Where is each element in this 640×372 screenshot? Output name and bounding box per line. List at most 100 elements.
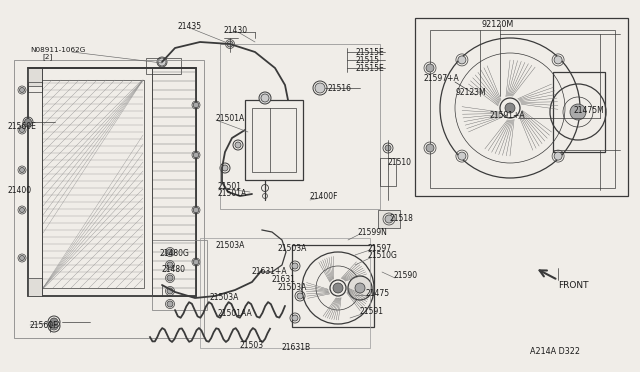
Circle shape <box>222 165 228 171</box>
Bar <box>292 245 374 327</box>
Circle shape <box>193 259 199 265</box>
Circle shape <box>50 318 58 326</box>
Bar <box>252 108 296 172</box>
Circle shape <box>570 104 586 120</box>
Text: 21400F: 21400F <box>310 192 339 201</box>
Text: 21560E: 21560E <box>8 122 37 131</box>
Circle shape <box>333 283 343 293</box>
Text: 21590: 21590 <box>393 270 417 279</box>
Circle shape <box>235 142 241 148</box>
Circle shape <box>458 56 466 64</box>
Bar <box>245 100 303 180</box>
Circle shape <box>167 249 173 255</box>
Circle shape <box>292 263 298 269</box>
Text: 21430: 21430 <box>224 26 248 35</box>
Text: 21503A: 21503A <box>278 283 307 292</box>
Bar <box>430 30 615 188</box>
Circle shape <box>227 41 233 47</box>
Text: 21597+A: 21597+A <box>424 74 460 83</box>
Bar <box>28 68 42 86</box>
Bar <box>146 58 181 74</box>
Circle shape <box>259 92 271 104</box>
Bar <box>200 238 370 348</box>
Text: 21560F: 21560F <box>30 321 58 330</box>
Circle shape <box>297 293 303 299</box>
Circle shape <box>19 128 24 132</box>
Circle shape <box>385 145 391 151</box>
Text: 21631+A: 21631+A <box>252 267 287 276</box>
Text: 21518: 21518 <box>390 214 414 222</box>
Text: 21400: 21400 <box>8 186 32 195</box>
Circle shape <box>426 144 434 152</box>
Text: 21503A: 21503A <box>278 244 307 253</box>
Text: 21501AA: 21501AA <box>218 310 253 318</box>
Circle shape <box>385 215 393 223</box>
Circle shape <box>315 83 325 93</box>
Circle shape <box>193 152 199 158</box>
Bar <box>220 44 380 209</box>
Text: 21510: 21510 <box>388 157 412 167</box>
Text: A214A D322: A214A D322 <box>530 347 580 356</box>
Bar <box>42 80 144 288</box>
Text: 21435: 21435 <box>178 22 202 31</box>
Circle shape <box>24 119 31 125</box>
Text: 21516: 21516 <box>328 83 352 93</box>
Circle shape <box>458 152 466 160</box>
Text: 21475M: 21475M <box>573 106 604 115</box>
Text: 21503A: 21503A <box>215 241 244 250</box>
Bar <box>28 68 196 296</box>
Text: 21510G: 21510G <box>368 251 398 260</box>
Text: 21475: 21475 <box>366 289 390 298</box>
Text: 21480: 21480 <box>162 266 186 275</box>
Circle shape <box>19 208 24 212</box>
Text: 21503A: 21503A <box>210 294 239 302</box>
Text: 21597: 21597 <box>368 244 392 253</box>
Circle shape <box>355 283 365 293</box>
Circle shape <box>19 167 24 173</box>
Circle shape <box>19 256 24 260</box>
Circle shape <box>505 103 515 113</box>
Circle shape <box>167 288 173 294</box>
Text: 92123M: 92123M <box>456 87 486 96</box>
Text: N08911-1062G: N08911-1062G <box>30 47 85 53</box>
Circle shape <box>193 207 199 213</box>
Text: 21591+A: 21591+A <box>490 110 525 119</box>
Text: 21631B: 21631B <box>282 343 311 352</box>
Text: 21501A: 21501A <box>215 113 244 122</box>
Circle shape <box>50 322 58 330</box>
Text: 21501A: 21501A <box>218 189 247 198</box>
Bar <box>152 68 196 296</box>
Bar <box>152 240 207 310</box>
Text: FRONT: FRONT <box>558 280 589 289</box>
Circle shape <box>554 152 562 160</box>
Circle shape <box>167 262 173 268</box>
Circle shape <box>426 64 434 72</box>
Text: 21631: 21631 <box>272 276 296 285</box>
Circle shape <box>554 56 562 64</box>
Bar <box>415 18 628 196</box>
Circle shape <box>19 87 24 93</box>
Circle shape <box>348 276 372 300</box>
Bar <box>553 72 605 152</box>
Text: 21503: 21503 <box>240 340 264 350</box>
Bar <box>28 278 42 296</box>
Circle shape <box>261 94 269 102</box>
Bar <box>14 60 204 338</box>
Circle shape <box>193 102 199 108</box>
Text: 21501: 21501 <box>218 182 242 190</box>
Circle shape <box>167 275 173 281</box>
Text: 21515E: 21515E <box>355 48 384 57</box>
Text: [2]: [2] <box>42 54 52 60</box>
Text: 21480G: 21480G <box>160 250 190 259</box>
Circle shape <box>292 315 298 321</box>
Bar <box>28 82 42 92</box>
Circle shape <box>158 58 166 66</box>
Circle shape <box>167 301 173 307</box>
Bar <box>378 210 400 228</box>
Text: 21591: 21591 <box>360 308 384 317</box>
Text: 21599N: 21599N <box>358 228 388 237</box>
Text: 21515E: 21515E <box>355 64 384 73</box>
Bar <box>380 158 396 186</box>
Text: 21515: 21515 <box>355 55 379 64</box>
Text: 92120M: 92120M <box>481 19 513 29</box>
